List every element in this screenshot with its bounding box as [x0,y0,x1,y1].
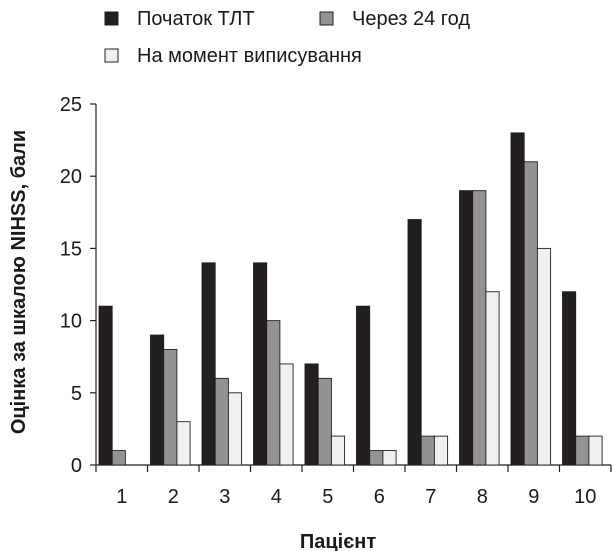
x-axis: 1 2 3 4 5 6 7 8 9 10 [95,464,612,508]
bar-series-2-patient-3 [214,377,229,466]
bar-series-2-patient-5 [317,377,332,466]
x-tick-label: 4 [271,486,282,508]
legend-label-series-1: Початок ТЛТ [137,8,255,30]
bar-series-2-patient-2 [163,349,178,466]
bar-series-3-patient-5 [330,435,346,466]
legend-swatch-series-1 [104,11,119,26]
bar-series-1-patient-2 [150,334,165,466]
legend-label-series-3: На момент виписування [137,45,362,67]
legend-swatch-series-2 [319,11,334,26]
bar-series-1-patient-5 [304,363,319,466]
x-axis-label: Пацієнт [300,531,376,551]
x-tick-label: 6 [374,486,385,508]
bar-series-1-patient-1 [98,305,113,466]
bar-series-2-patient-1 [111,450,126,466]
bar-series-1-patient-9 [510,132,525,466]
y-tick-label: 25 [60,94,82,116]
legend-swatch-series-3 [104,48,119,63]
bars [98,132,603,466]
x-tick-label: 9 [528,486,539,508]
x-tick-label: 3 [219,486,230,508]
y-tick-label: 20 [60,166,82,188]
chart-legend: Початок ТЛТ Через 24 год На момент випис… [104,8,470,67]
bar-series-2-patient-7 [420,435,435,466]
y-axis: 0 5 10 15 20 25 [60,94,97,477]
y-tick-label: 15 [60,238,82,260]
bar-series-3-patient-8 [485,291,500,466]
bar-series-3-patient-3 [227,392,243,466]
y-tick-label: 10 [60,311,82,333]
bar-series-1-patient-6 [356,305,371,466]
bar-series-3-patient-7 [433,435,449,466]
bar-series-2-patient-10 [575,435,590,466]
bar-series-3-patient-10 [588,435,603,466]
y-tick-label: 5 [71,383,82,405]
bar-series-1-patient-8 [459,190,474,466]
bar-series-2-patient-8 [472,190,487,466]
bar-series-3-patient-9 [536,247,552,466]
bar-series-1-patient-3 [201,262,216,466]
bar-series-1-patient-10 [562,291,577,466]
x-tick-label: 10 [574,486,596,508]
bar-series-2-patient-4 [266,320,281,466]
x-tick-label: 1 [116,486,127,508]
bar-series-2-patient-6 [369,450,384,466]
y-axis-label: Оцінка за шкалою NIHSS, бали [8,130,30,434]
bar-series-2-patient-9 [523,161,538,466]
bar-series-3-patient-6 [382,450,397,466]
x-tick-label: 8 [477,486,488,508]
x-tick-label: 5 [322,486,333,508]
bar-series-1-patient-4 [253,262,268,466]
bar-series-3-patient-2 [176,421,191,466]
legend-label-series-2: Через 24 год [352,8,470,30]
bar-series-3-patient-4 [279,363,294,466]
x-tick-label: 2 [168,486,179,508]
y-tick-label: 0 [71,455,82,477]
x-tick-label: 7 [425,486,436,508]
bar-series-1-patient-7 [407,219,422,466]
